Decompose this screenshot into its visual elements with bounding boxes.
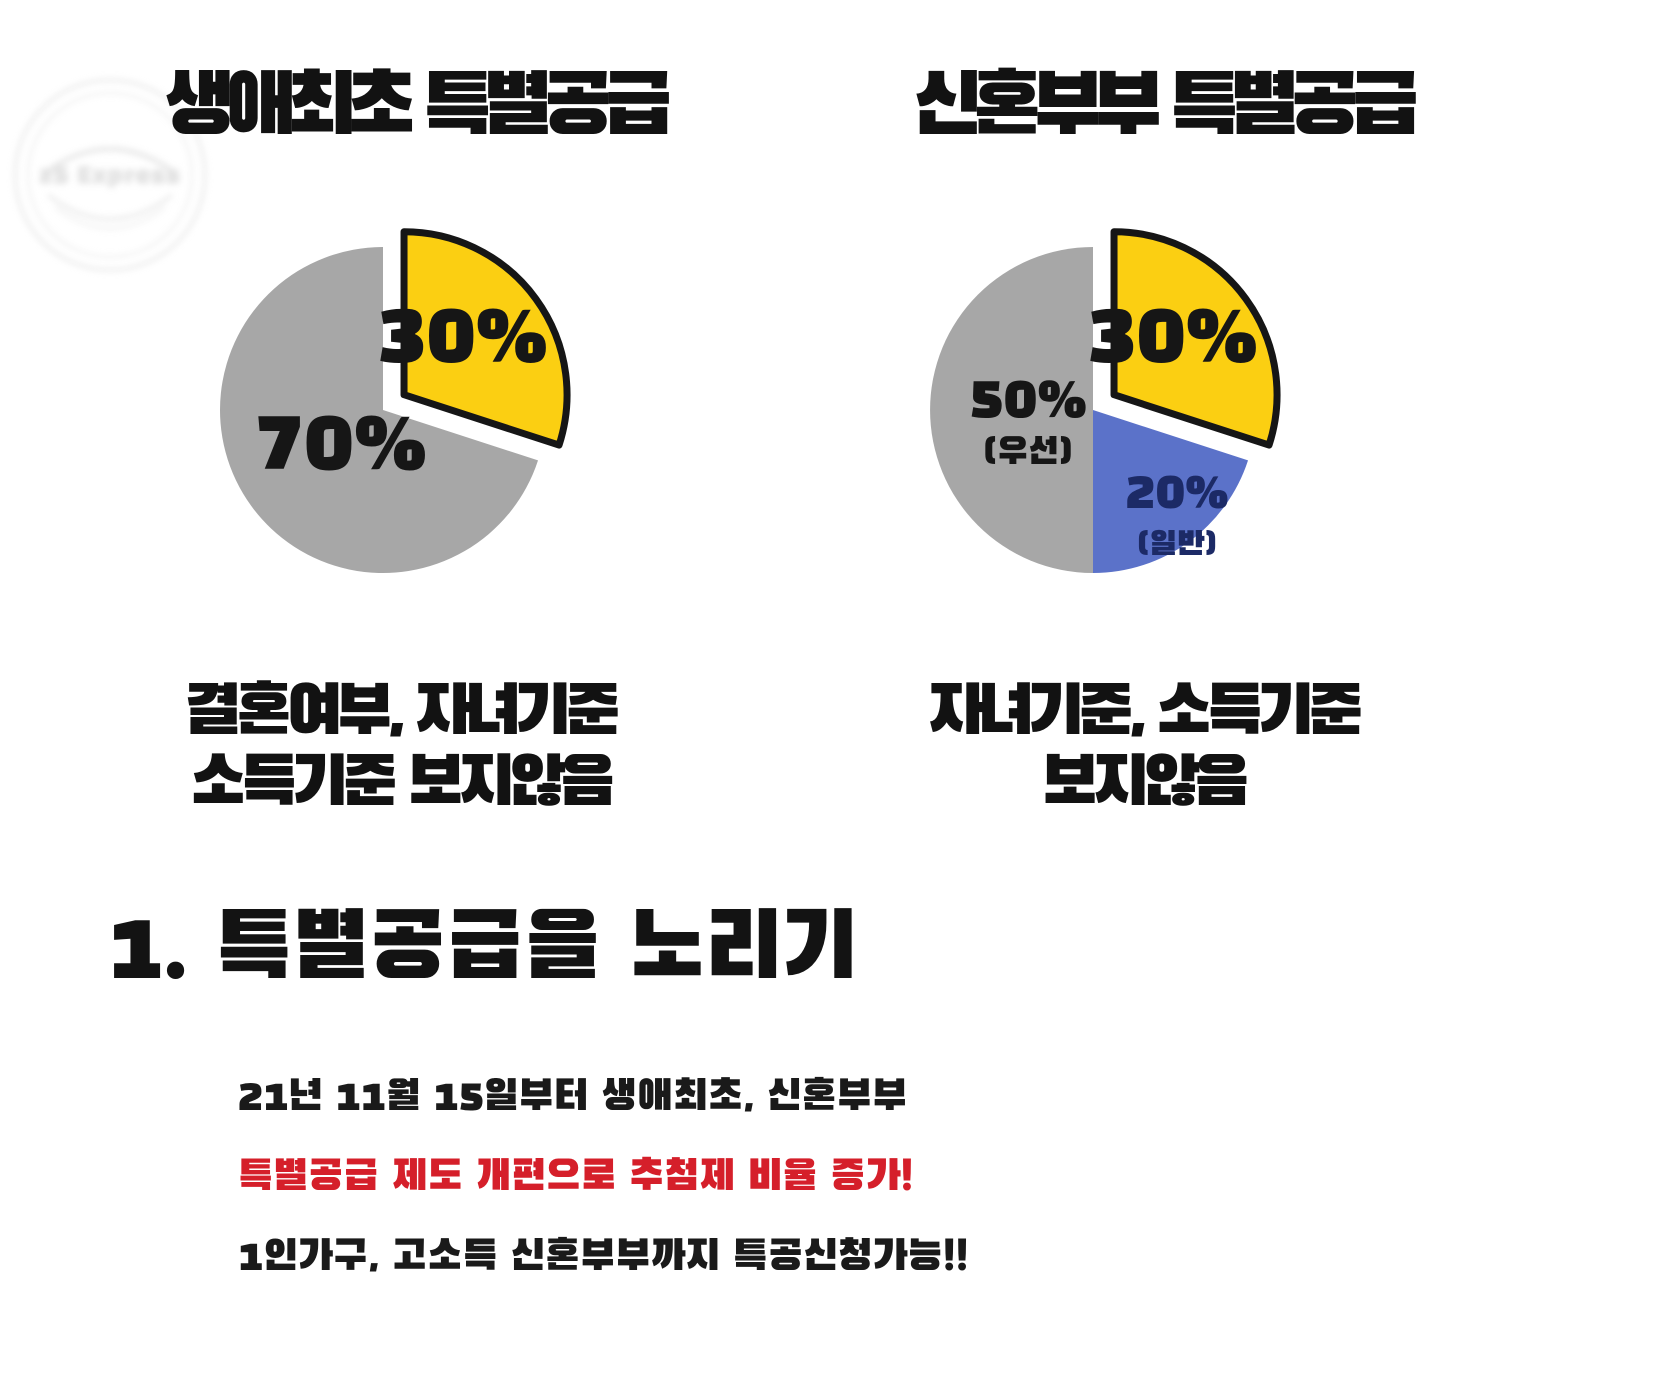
svg-text:(일반): (일반) bbox=[1136, 529, 1219, 562]
svg-text:20%: 20% bbox=[1125, 468, 1228, 519]
svg-text:70%: 70% bbox=[253, 403, 426, 487]
svg-text:50%: 50% bbox=[969, 372, 1087, 429]
svg-text:30%: 30% bbox=[376, 297, 547, 380]
svg-text:(우선): (우선) bbox=[982, 435, 1075, 472]
svg-text:30%: 30% bbox=[1086, 297, 1257, 380]
